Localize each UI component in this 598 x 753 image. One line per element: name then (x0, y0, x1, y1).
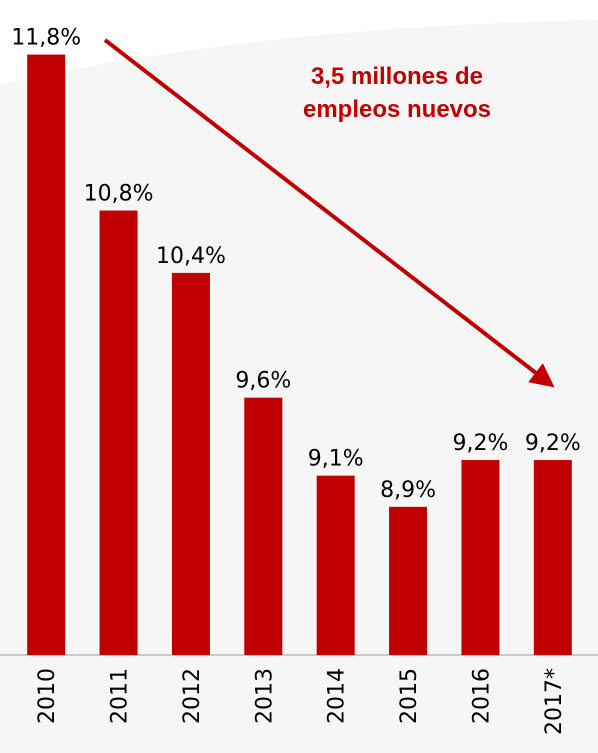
x-tick-label: 2011 (108, 668, 133, 724)
value-label: 9,2% (452, 431, 508, 456)
bar (461, 460, 500, 655)
background-shape (0, 20, 598, 753)
x-tick-label: 2010 (35, 668, 60, 724)
x-tick-label: 2012 (180, 668, 205, 724)
value-label: 9,1% (308, 447, 364, 472)
annotation-line: 3,5 millones de (311, 63, 483, 90)
value-label: 11,8% (11, 26, 81, 51)
value-label: 9,6% (235, 369, 291, 394)
bar (316, 475, 355, 655)
x-tick-label: 2015 (397, 668, 422, 724)
value-label: 10,4% (156, 244, 226, 269)
bar (533, 460, 572, 655)
annotation-line: empleos nuevos (303, 96, 491, 123)
bar (389, 506, 428, 655)
x-tick-label: 2016 (469, 668, 494, 724)
value-label: 8,9% (380, 478, 436, 503)
x-tick-label: 2013 (252, 668, 277, 724)
bar (27, 54, 66, 656)
bar (99, 210, 138, 656)
x-tick-label: 2017* (542, 668, 567, 735)
x-tick-label: 2014 (325, 668, 350, 724)
value-label: 10,8% (84, 182, 154, 207)
bar (171, 272, 210, 655)
value-label: 9,2% (525, 431, 581, 456)
bar (244, 397, 283, 655)
trend-arrow (103, 38, 555, 388)
